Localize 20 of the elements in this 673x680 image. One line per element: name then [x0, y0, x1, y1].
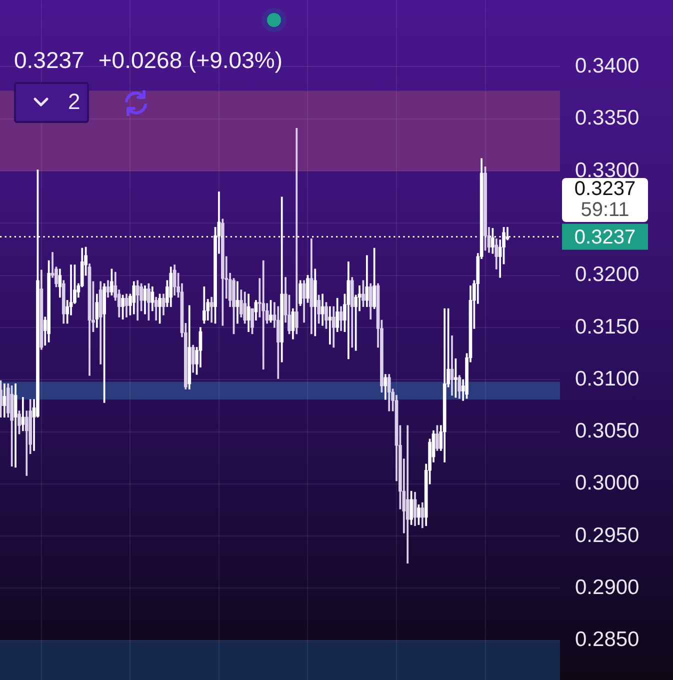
ref-line-label: 0.3237 [574, 226, 636, 248]
y-tick-label: 0.3150 [575, 315, 640, 338]
text: 59:11 [580, 198, 630, 221]
candlestick [262, 260, 266, 370]
y-tick-label: 0.3200 [575, 263, 640, 286]
y-tick-label: 0.3400 [575, 54, 640, 78]
annotation: 2 [68, 89, 80, 114]
y-tick-label: 0.2900 [575, 576, 640, 600]
y-tick-label: 0.3050 [575, 420, 640, 443]
y-tick-label: 0.3350 [575, 106, 640, 130]
candlestick [406, 425, 410, 564]
candlestick [294, 128, 298, 334]
annotation: 0.3237 [14, 47, 84, 73]
candlestick [328, 306, 332, 344]
y-tick-label: 0.3100 [575, 367, 640, 390]
y-tick-label: 0.3000 [575, 472, 640, 495]
annotation: +0.0268 (+9.03%) [98, 47, 282, 73]
y-tick-label: 0.2950 [575, 524, 640, 547]
y-tick-label: 0.2850 [575, 628, 640, 652]
toggle-button: 2 [14, 82, 89, 123]
